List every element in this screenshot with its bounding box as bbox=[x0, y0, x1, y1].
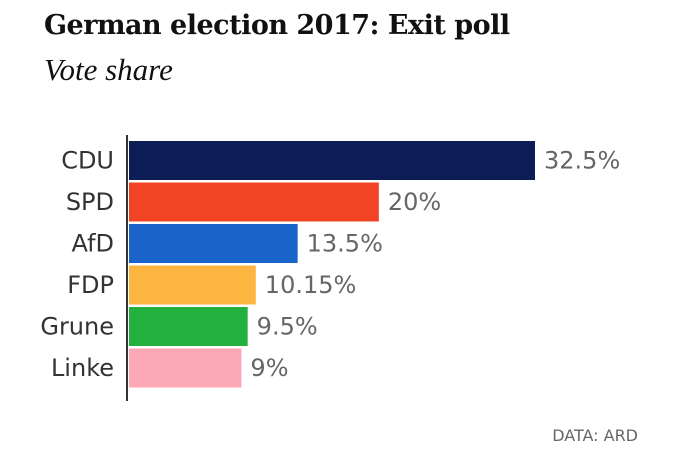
category-label: Linke bbox=[51, 354, 114, 382]
chart-title: German election 2017: Exit poll bbox=[44, 10, 510, 41]
value-label: 9% bbox=[250, 354, 288, 382]
value-label: 10.15% bbox=[265, 271, 357, 299]
bar-grune bbox=[129, 307, 248, 346]
category-label: AfD bbox=[72, 230, 115, 258]
data-source: DATA: ARD bbox=[552, 426, 638, 445]
bar-fdp bbox=[129, 265, 256, 305]
category-label: FDP bbox=[67, 271, 114, 299]
category-label: SPD bbox=[66, 188, 114, 216]
value-label: 32.5% bbox=[544, 147, 620, 175]
bar-spd bbox=[129, 182, 379, 222]
category-label: CDU bbox=[61, 147, 114, 175]
bar-afd bbox=[129, 224, 298, 263]
bar-linke bbox=[129, 348, 242, 388]
chart-subtitle: Vote share bbox=[44, 52, 173, 87]
category-label: Grune bbox=[40, 313, 114, 341]
value-label: 13.5% bbox=[307, 230, 383, 258]
value-label: 9.5% bbox=[257, 313, 318, 341]
value-label: 20% bbox=[388, 188, 441, 216]
bar-cdu bbox=[129, 141, 535, 180]
